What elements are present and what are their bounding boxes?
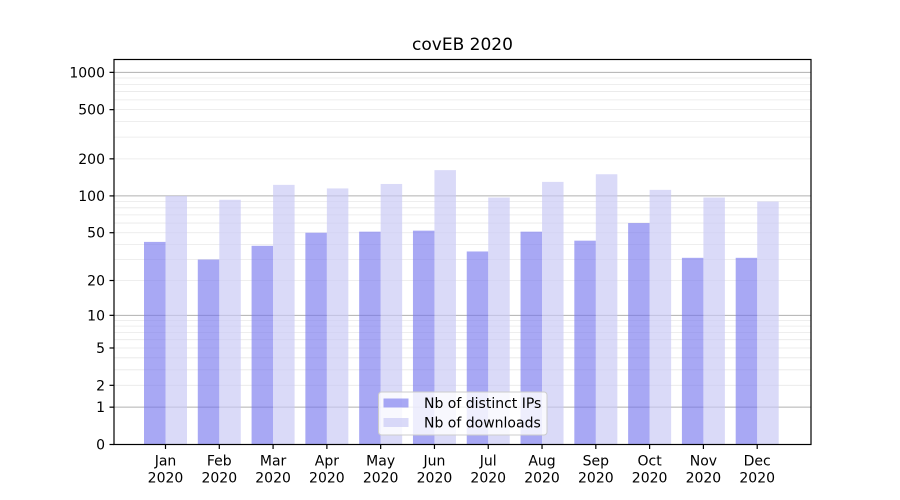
bar-nb-of-downloads-feb [219,199,241,445]
y-tick-label: 50 [87,226,105,242]
plot-border [113,58,812,446]
y-tick-label: 20 [87,274,105,290]
x-tick-label-sep: Sep 2020 [578,454,614,487]
y-axis: 0 1 2 5 10 20 50 100 200 500 1000 [69,65,114,454]
x-tick-label-jan: Jan 2020 [148,454,184,487]
bar-nb-of-downloads-may [380,183,403,445]
bar-nb-of-downloads-sep [595,174,618,445]
y-tick-label: 500 [78,103,105,119]
legend-swatch-downloads [383,418,409,427]
bar-nb-of-distinct-ips-jun [412,230,435,445]
bar-nb-of-distinct-ips-may [359,231,381,445]
legend: Nb of distinct IPs Nb of downloads [378,391,548,436]
bar-nb-of-distinct-ips-dec [735,257,758,445]
legend-box [378,391,548,436]
x-tick-label-mar: Mar 2020 [255,454,291,487]
x-tick-label-oct: Oct 2020 [632,454,668,487]
x-tick-label-nov: Nov 2020 [686,454,722,487]
bar-nb-of-distinct-ips-feb [197,259,220,445]
bar-nb-of-downloads-aug [542,181,564,445]
x-tick-label-jul: Jul 2020 [470,454,506,487]
bar-nb-of-downloads-jun [434,170,456,445]
bar-nb-of-distinct-ips-sep [574,240,596,445]
y-tick-label: 100 [78,189,105,205]
x-tick-label-aug: Aug 2020 [524,454,560,487]
bar-nb-of-distinct-ips-jan [144,241,166,445]
bars [144,170,779,445]
x-tick-label-jun: Jun 2020 [417,454,453,487]
bar-nb-of-downloads-apr [326,188,349,445]
bar-nb-of-downloads-jan [165,195,187,445]
bar-nb-of-downloads-mar [273,184,295,445]
x-axis: Jan 2020 Feb 2020 Mar 2020 Apr 2020 May 2020 Jun 20… [148,444,775,487]
bar-nb-of-downloads-oct [649,189,672,445]
bar-nb-of-distinct-ips-oct [628,223,650,445]
bar-nb-of-distinct-ips-apr [305,232,327,445]
y-tick-label: 0 [96,438,105,454]
y-tick-label: 2 [96,378,105,394]
chart-title: covEB 2020 [412,35,513,55]
y-tick-label: 10 [87,308,105,324]
y-tick-label: 5 [96,341,105,357]
bar-nb-of-downloads-jul [488,197,510,445]
y-tick-label: 1 [96,400,105,416]
bar-nb-of-downloads-dec [757,201,779,445]
legend-label-downloads: Nb of downloads [424,416,541,432]
bar-nb-of-downloads-nov [703,197,725,445]
legend-label-distinct-ips: Nb of distinct IPs [424,396,541,412]
bar-nb-of-distinct-ips-aug [520,231,543,445]
x-tick-label-dec: Dec 2020 [739,454,775,487]
bar-nb-of-distinct-ips-mar [251,245,274,445]
x-tick-label-may: May 2020 [363,454,399,487]
x-tick-label-apr: Apr 2020 [309,454,345,487]
bar-nb-of-distinct-ips-nov [681,257,704,445]
y-tick-label: 1000 [69,65,105,81]
x-tick-label-feb: Feb 2020 [201,454,237,487]
legend-swatch-distinct-ips [383,398,409,408]
y-tick-label: 200 [78,152,105,168]
